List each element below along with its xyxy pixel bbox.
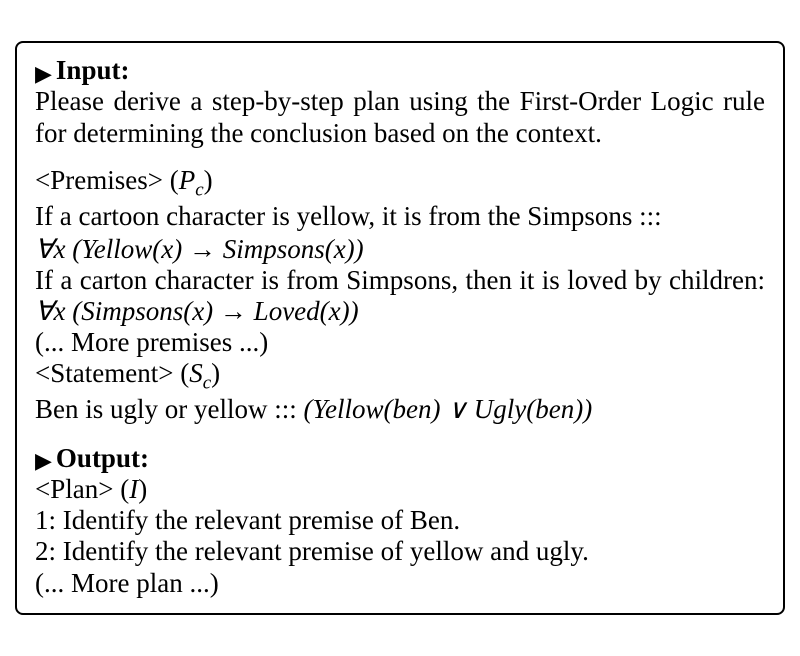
section-spacer [35,425,765,443]
input-section: ▶Input: [35,55,765,86]
statement-formula: (Yellow(ben) ∨ Ugly(ben)) [303,394,592,424]
premises-symbol-open: ( [170,165,179,195]
plan-step1: 1: Identify the relevant premise of Ben. [35,505,765,536]
plan-symbol-close: ) [138,474,147,504]
premise2-formula: ∀x (Simpsons(x) → Loved(x)) [35,296,359,326]
plan-symbol-var: I [129,474,138,504]
premises-symbol-close: ) [204,165,213,195]
output-marker-icon: ▶ [35,448,52,473]
plan-label: <Plan> [35,474,113,504]
statement-symbol-open: ( [180,358,189,388]
premises-symbol-var: P [179,165,196,195]
input-marker-icon: ▶ [35,61,52,86]
output-header: Output: [56,443,149,473]
input-header: Input: [56,55,130,85]
premise2-line: If a carton character is from Simpsons, … [35,265,765,327]
premise1-formula: ∀x (Yellow(x) → Simpsons(x)) [35,234,765,265]
statement-label: <Statement> [35,358,173,388]
statement-text: Ben is ugly or yellow ::: [35,394,303,424]
statement-line: Ben is ugly or yellow ::: (Yellow(ben) ∨… [35,394,765,425]
input-instruction: Please derive a step-by-step plan using … [35,86,765,148]
premises-more: (... More premises ...) [35,327,765,358]
plan-step2: 2: Identify the relevant premise of yell… [35,536,765,567]
plan-symbol-open: ( [120,474,129,504]
premises-symbol-sub: c [195,179,203,200]
statement-symbol-var: S [189,358,203,388]
premise1-text: If a cartoon character is yellow, it is … [35,201,765,232]
example-box: ▶Input: Please derive a step-by-step pla… [15,41,785,614]
statement-label-line: <Statement> (Sc) [35,358,765,394]
premise2-text: If a carton character is from Simpsons, … [35,265,765,295]
statement-symbol-close: ) [211,358,220,388]
output-section: ▶Output: [35,443,765,474]
plan-more: (... More plan ...) [35,568,765,599]
statement-symbol-sub: c [203,373,211,394]
plan-label-line: <Plan> (I) [35,474,765,505]
premises-label: <Premises> [35,165,163,195]
premises-label-line: <Premises> (Pc) [35,165,765,201]
